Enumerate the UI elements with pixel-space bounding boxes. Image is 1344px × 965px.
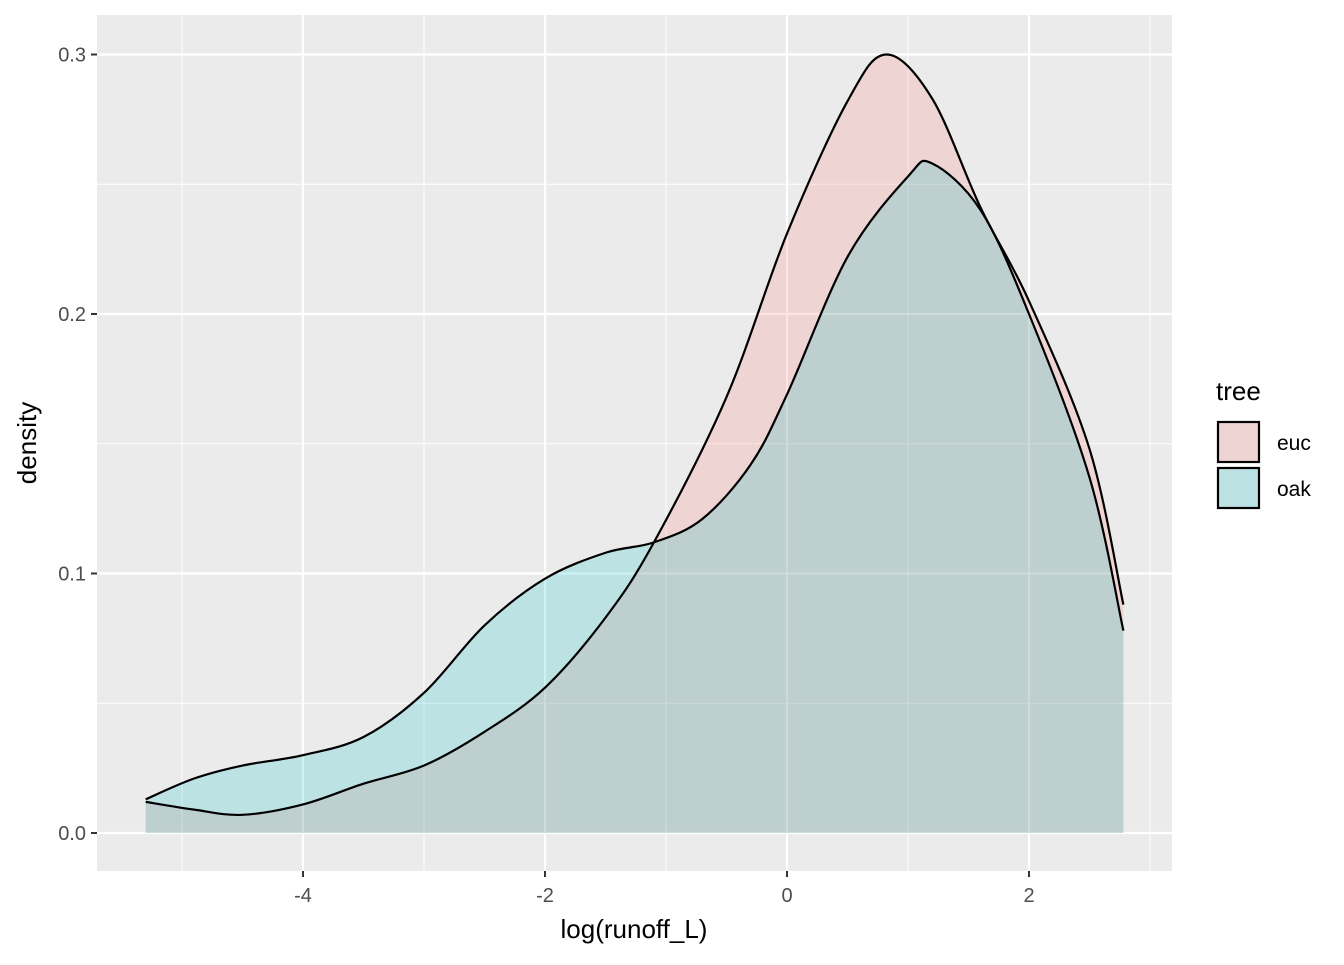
x-tick-label: -2	[536, 885, 554, 907]
x-axis: -4 -2 0 2	[294, 871, 1035, 907]
legend-label: euc	[1277, 432, 1311, 455]
y-tick-label: 0.2	[58, 304, 86, 326]
legend-key-bg	[1217, 467, 1260, 509]
y-axis-label: density	[12, 402, 42, 484]
legend-key-euc	[1216, 420, 1261, 464]
density-line-oak	[145, 159, 1125, 801]
y-tick-label: 0.1	[58, 564, 86, 586]
grid-minor	[97, 15, 1172, 871]
density-area-euc	[145, 54, 1124, 833]
grid-major	[97, 15, 1172, 871]
legend: tree euc oak	[1216, 376, 1311, 510]
y-tick-label: 0.3	[58, 45, 86, 67]
legend-key-oak	[1216, 466, 1261, 510]
x-tick-label: 2	[1023, 885, 1034, 907]
y-tick-label: 0.0	[58, 823, 86, 845]
y-axis: 0.0 0.1 0.2 0.3	[58, 45, 97, 845]
density-area-oak	[145, 160, 1124, 834]
legend-key-bg	[1217, 421, 1260, 463]
legend-title: tree	[1216, 376, 1261, 406]
panel-background	[97, 15, 1172, 871]
density-areas	[145, 53, 1125, 834]
x-axis-label: log(runoff_L)	[561, 914, 708, 944]
x-tick-label: -4	[294, 885, 312, 907]
legend-label: oak	[1277, 478, 1311, 501]
x-tick-label: 0	[781, 885, 792, 907]
